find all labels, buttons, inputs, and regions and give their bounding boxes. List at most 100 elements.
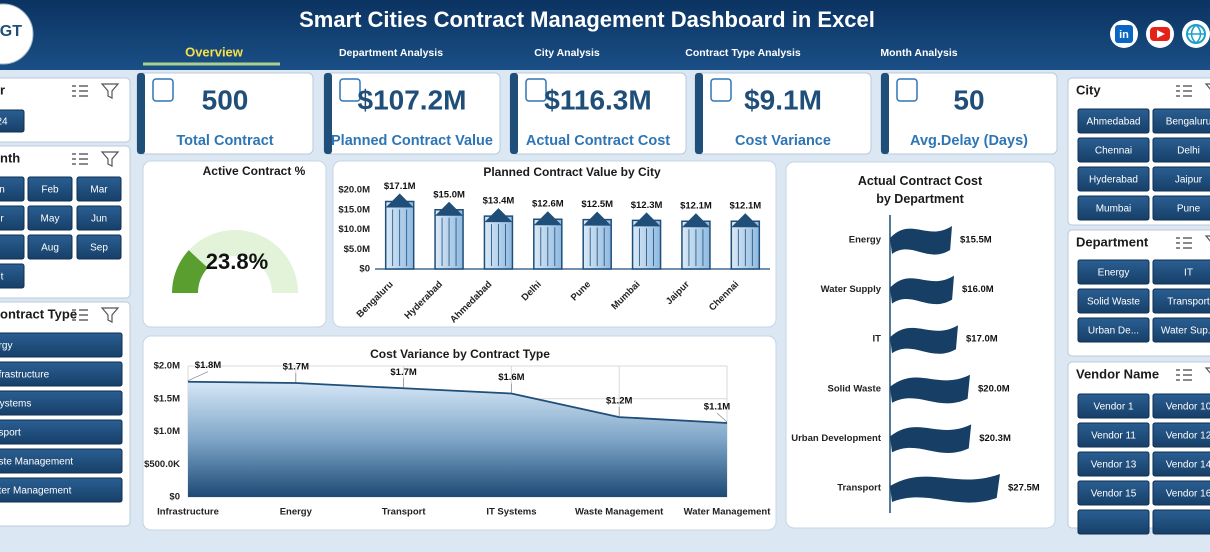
slicer-title: Vendor Name	[1076, 366, 1159, 381]
multi-select-icon[interactable]	[72, 85, 88, 97]
slicer-button[interactable]	[0, 176, 25, 202]
slicer-button[interactable]	[0, 263, 25, 289]
y-tick-label: $15.0M	[338, 204, 370, 215]
kpi-value: $116.3M	[544, 84, 651, 115]
slicer-button[interactable]	[1152, 393, 1210, 419]
slicer-button[interactable]	[1152, 195, 1210, 221]
slicer-button[interactable]	[1152, 137, 1210, 163]
slicer-item: Vendor 12	[1166, 431, 1210, 442]
slicer-button[interactable]	[1077, 317, 1150, 343]
nav-tab[interactable]: Contract Type Analysis	[685, 47, 801, 59]
slicer-button[interactable]	[1152, 509, 1210, 535]
nav-tab[interactable]: Department Analysis	[339, 47, 443, 59]
slicer-item: Aug	[41, 243, 59, 254]
x-tick-label: Energy	[280, 507, 313, 518]
kpi-accent	[510, 73, 518, 154]
slicer-item: Mumbai	[1096, 204, 1132, 215]
multi-select-icon[interactable]	[1176, 237, 1192, 249]
y-tick-label: $500.0K	[144, 459, 180, 470]
slicer-button[interactable]	[27, 234, 73, 260]
nav-tab[interactable]: Month Analysis	[880, 47, 957, 59]
gauge-label: 23.8%	[206, 249, 268, 274]
slicer-item: nsport	[0, 428, 21, 439]
gauge-segment	[172, 250, 208, 293]
header-band	[0, 0, 1210, 70]
clear-filter-icon[interactable]	[100, 151, 120, 167]
slicer-item: Urban De...	[1088, 326, 1139, 337]
clear-filter-icon[interactable]	[100, 307, 120, 323]
globe-lines	[1187, 24, 1205, 44]
value-label: $16.0M	[962, 284, 994, 295]
slicer-item: Energy	[1098, 268, 1130, 279]
slicer-item: Sep	[90, 243, 108, 254]
line	[187, 380, 728, 424]
kpi-icon	[339, 78, 361, 102]
slicer-button[interactable]	[0, 205, 25, 231]
bar-cap	[632, 212, 661, 227]
multi-select-icon[interactable]	[1176, 369, 1192, 381]
value-label: $1.8M	[195, 360, 221, 371]
slicer-button[interactable]	[76, 176, 122, 202]
slicer-button[interactable]	[0, 332, 123, 358]
bar	[890, 226, 952, 255]
clear-filter-icon[interactable]	[100, 83, 120, 99]
chart-title: Actual Contract Cost by Department	[858, 174, 983, 206]
nav-tab[interactable]: City Analysis	[534, 47, 600, 59]
slicer-button[interactable]	[0, 390, 123, 416]
bar-cap	[681, 213, 710, 228]
slicer-button[interactable]	[1152, 317, 1210, 343]
slicer-button[interactable]	[1152, 422, 1210, 448]
slicer-button[interactable]	[0, 448, 123, 474]
slicer-item: ergy	[0, 341, 12, 352]
kpi-accent	[881, 73, 889, 154]
slicer-button[interactable]	[1077, 195, 1150, 221]
slicer-button[interactable]	[1077, 393, 1150, 419]
slicer-button[interactable]	[1152, 288, 1210, 314]
slicer-button[interactable]	[1077, 137, 1150, 163]
value-label: $15.5M	[960, 235, 992, 246]
multi-select-icon[interactable]	[72, 309, 88, 321]
slicer-button[interactable]	[0, 234, 25, 260]
nav-tab[interactable]: Overview	[185, 44, 244, 59]
slicer-button[interactable]	[1077, 108, 1150, 134]
slicer-button[interactable]	[27, 205, 73, 231]
slicer-button[interactable]	[27, 176, 73, 202]
slicer-button[interactable]	[1152, 259, 1210, 285]
slicer-button[interactable]	[1077, 259, 1150, 285]
y-tick-label: Energy	[849, 235, 882, 246]
slicer-button[interactable]	[0, 419, 123, 445]
slicer-button[interactable]	[1152, 108, 1210, 134]
slicer-button[interactable]	[1077, 166, 1150, 192]
slicer-button[interactable]	[0, 361, 123, 387]
slicer-item: Vendor 15	[1091, 489, 1137, 500]
slicer-button[interactable]	[1077, 422, 1150, 448]
dashboard-title: Smart Cities Contract Management Dashboa…	[299, 7, 875, 32]
slicer-item: t	[1, 272, 4, 283]
y-tick-label: $2.0M	[154, 361, 180, 372]
multi-select-icon[interactable]	[1176, 85, 1192, 97]
slicer-button[interactable]	[1152, 166, 1210, 192]
value-label: $12.5M	[581, 199, 613, 210]
slicer-button[interactable]	[1077, 451, 1150, 477]
value-label: $1.7M	[390, 367, 416, 378]
slicer-button[interactable]	[1152, 480, 1210, 506]
slicer-button[interactable]	[0, 477, 123, 503]
multi-select-icon[interactable]	[72, 153, 88, 165]
bar	[890, 424, 972, 453]
value-label: $13.4M	[483, 196, 515, 207]
bar-cap	[484, 208, 513, 223]
slicer-button[interactable]	[1077, 288, 1150, 314]
slicer-button[interactable]	[1152, 451, 1210, 477]
slicer-button[interactable]	[1077, 509, 1150, 535]
slicer-item: n	[0, 185, 5, 196]
slicer-button[interactable]	[1077, 480, 1150, 506]
value-label: $20.3M	[979, 433, 1011, 444]
slicer-button[interactable]	[76, 205, 122, 231]
area	[188, 381, 727, 497]
kpi-accent	[695, 73, 703, 154]
bar	[890, 474, 1000, 503]
kpi-label: Cost Variance	[735, 133, 831, 149]
slicer-button[interactable]	[0, 109, 25, 133]
slicer-button[interactable]	[76, 234, 122, 260]
kpi-accent	[324, 73, 332, 154]
